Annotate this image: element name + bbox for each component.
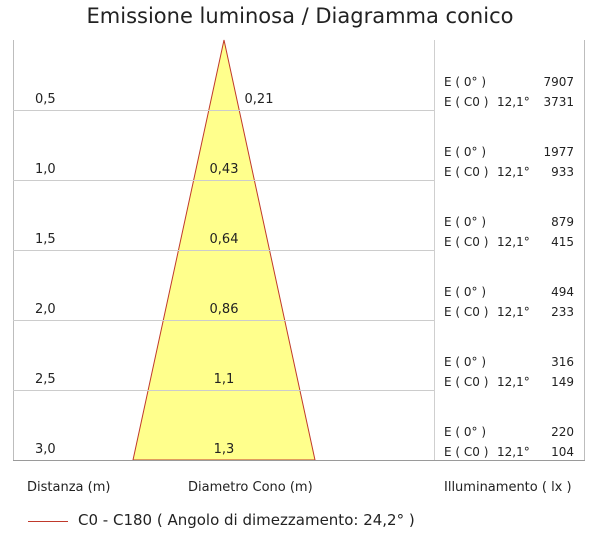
e0-label: E ( 0° )	[444, 145, 487, 159]
grid-line-2	[13, 180, 434, 181]
ec0-label: E ( C0 )	[444, 235, 489, 249]
half-angle-value: 12,1°	[497, 95, 530, 109]
ec0-value: 415	[551, 235, 574, 249]
diameter-label: 0,64	[209, 232, 239, 247]
half-angle-value: 12,1°	[497, 305, 530, 319]
e0-value: 220	[551, 425, 574, 439]
distance-label: 1,5	[35, 232, 56, 247]
ec0-label: E ( C0 )	[444, 445, 489, 459]
half-angle-value: 12,1°	[497, 235, 530, 249]
diagram-title: Emissione luminosa / Diagramma conico	[86, 4, 514, 28]
half-angle-value: 12,1°	[497, 375, 530, 389]
distance-label: 2,5	[35, 372, 56, 387]
e0-value: 316	[551, 355, 574, 369]
e0-label: E ( 0° )	[444, 285, 487, 299]
distance-label: 0,5	[35, 92, 56, 107]
diameter-label: 0,43	[209, 162, 239, 177]
grid-line-1	[13, 110, 434, 111]
ec0-value: 933	[551, 165, 574, 179]
grid-line-3	[13, 250, 434, 251]
e0-label: E ( 0° )	[444, 215, 487, 229]
half-angle-value: 12,1°	[497, 165, 530, 179]
distance-column-label: Distanza (m)	[27, 480, 111, 495]
e0-label: E ( 0° )	[444, 75, 487, 89]
diameter-label: 1,1	[213, 372, 235, 387]
diameter-label: 0,86	[209, 302, 239, 317]
legend-text: C0 - C180 ( Angolo di dimezzamento: 24,2…	[78, 511, 415, 529]
ec0-label: E ( C0 )	[444, 305, 489, 319]
diagram-baseline	[13, 460, 585, 461]
illuminance-column-separator	[434, 40, 435, 460]
ec0-value: 3731	[543, 95, 574, 109]
ec0-label: E ( C0 )	[444, 95, 489, 109]
distance-label: 1,0	[35, 162, 56, 177]
diameter-column-label: Diametro Cono (m)	[188, 480, 313, 495]
e0-label: E ( 0° )	[444, 355, 487, 369]
e0-value: 7907	[543, 75, 574, 89]
e0-value: 1977	[543, 145, 574, 159]
diameter-label: 1,3	[213, 442, 235, 457]
e0-label: E ( 0° )	[444, 425, 487, 439]
distance-label: 3,0	[35, 442, 56, 457]
half-angle-value: 12,1°	[497, 445, 530, 459]
legend-swatch-line	[28, 521, 68, 522]
ec0-label: E ( C0 )	[444, 375, 489, 389]
ec0-value: 233	[551, 305, 574, 319]
diameter-label: 0,21	[244, 92, 274, 107]
e0-value: 494	[551, 285, 574, 299]
grid-line-5	[13, 390, 434, 391]
grid-line-4	[13, 320, 434, 321]
ec0-label: E ( C0 )	[444, 165, 489, 179]
illuminance-column-label: Illuminamento ( lx )	[444, 480, 572, 495]
distance-label: 2,0	[35, 302, 56, 317]
ec0-value: 149	[551, 375, 574, 389]
e0-value: 879	[551, 215, 574, 229]
ec0-value: 104	[551, 445, 574, 459]
